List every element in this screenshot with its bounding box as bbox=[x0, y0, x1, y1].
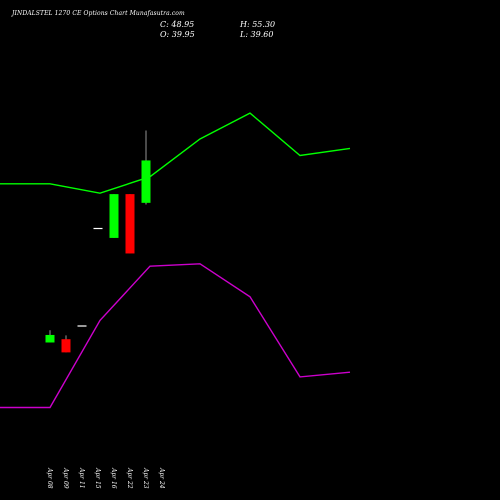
close-value: C: 48.95 bbox=[160, 20, 195, 29]
candle-body bbox=[141, 160, 151, 203]
candle-body bbox=[125, 194, 135, 254]
lower-band-line bbox=[0, 263, 351, 409]
x-tick-label: Apr 11 bbox=[78, 467, 85, 489]
low-value: L: 39.60 bbox=[240, 30, 274, 39]
x-tick-label: Apr 22 bbox=[126, 467, 133, 489]
candle-body bbox=[45, 334, 55, 343]
x-tick-label: Apr 16 bbox=[110, 467, 117, 489]
x-tick-label: Apr 15 bbox=[94, 467, 101, 489]
chart-title: JINDALSTEL 1270 CE Options Chart Munafas… bbox=[12, 10, 185, 17]
x-axis-labels: Apr 08 Apr 09 Apr 11 Apr 15 Apr 16 Apr 22 Apr … bbox=[46, 467, 165, 489]
upper-band-line bbox=[0, 112, 351, 194]
x-tick-label: Apr 23 bbox=[142, 467, 149, 489]
candle-body bbox=[61, 339, 71, 353]
candle-body bbox=[109, 194, 119, 238]
x-tick-label: Apr 09 bbox=[62, 467, 69, 489]
candle-body bbox=[77, 325, 87, 327]
candle-body bbox=[93, 227, 103, 230]
candles-group bbox=[45, 130, 151, 353]
open-value: O: 39.95 bbox=[160, 30, 195, 39]
x-tick-label: Apr 24 bbox=[158, 467, 165, 489]
x-tick-label: Apr 08 bbox=[46, 467, 53, 489]
high-value: H: 55.30 bbox=[240, 20, 276, 29]
